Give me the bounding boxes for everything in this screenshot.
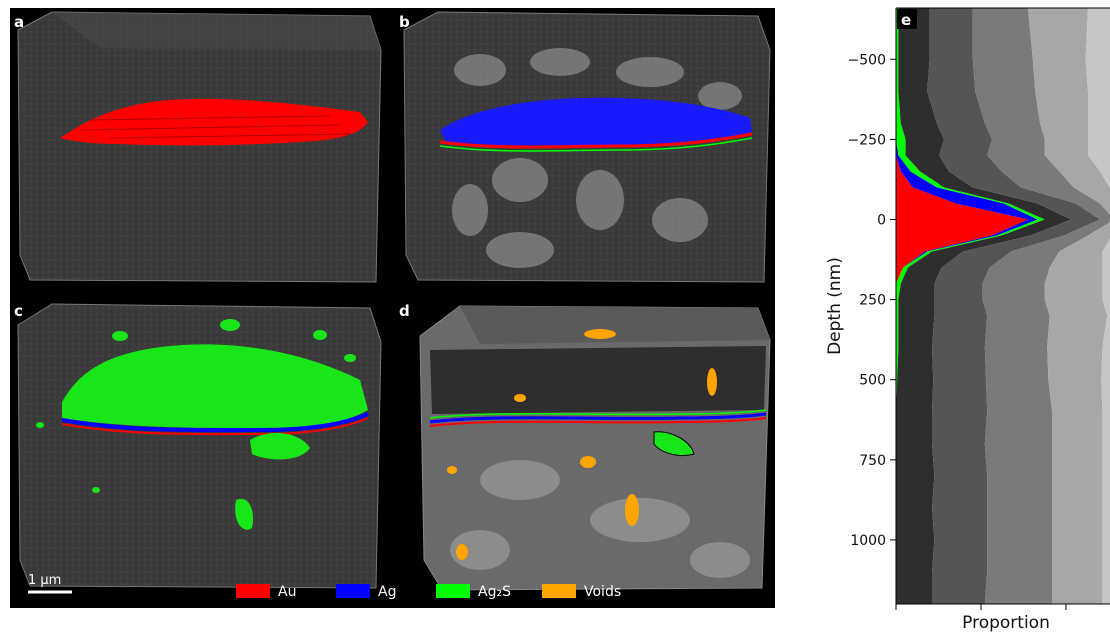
y-axis-label: Depth (nm): [825, 257, 845, 355]
panel-c-ag2s-layer: [62, 344, 368, 429]
panel-e: e −500 −250 0 250 500 750 1000 Depth (nm) Prop…: [825, 7, 1110, 633]
legend-label-3: Voids: [584, 584, 621, 600]
legend-label-1: Ag: [378, 584, 396, 600]
panel-d-ag2s-grain: [653, 431, 695, 457]
panel-a-top-face: [52, 12, 381, 50]
panel-c: c 1 µm: [14, 302, 382, 594]
profile-area-6: [1028, 8, 1110, 604]
panel-a-block: [17, 11, 382, 283]
panel-a-label: a: [14, 13, 24, 31]
panel-c-ag-line: [61, 412, 369, 433]
panel-b-grey-blobs: [452, 48, 742, 268]
panel-c-label: c: [14, 302, 23, 320]
panel-d-ag-line: [429, 412, 767, 424]
scalebar-label: 1 µm: [28, 573, 61, 588]
legend-label-2: Ag₂S: [478, 584, 511, 600]
profile-area-4: [927, 8, 1100, 604]
panel-a: a: [14, 11, 382, 283]
panel-b-ag2s-line: [439, 137, 753, 152]
panel-b-ag-layer: [440, 97, 752, 147]
legend-swatch-0: [236, 584, 270, 598]
panel-d-top-face: [460, 306, 770, 344]
legend-label-0: Au: [278, 584, 296, 600]
y-tick-label-3: 250: [859, 293, 886, 309]
legend-swatch-2: [436, 584, 470, 598]
profile-area-5: [972, 8, 1110, 604]
panel-d-ag2s-line: [429, 409, 767, 419]
panel-d-upper-band: [430, 346, 766, 414]
panel-c-ag2s-grain-lower: [235, 498, 254, 530]
profile-area-7: [1085, 8, 1110, 604]
panel-d-grains: [450, 460, 750, 578]
panel-a-au-layer: [60, 98, 368, 146]
legend: Au Ag Ag₂S Voids: [236, 584, 621, 600]
panel-e-label-box: [897, 9, 917, 29]
panel-b: b: [399, 11, 771, 283]
panel-d-label: d: [399, 302, 410, 320]
panel-a-au-texture: [79, 115, 351, 139]
y-tick-label-6: 1000: [850, 533, 886, 549]
x-axis-label: Proportion: [962, 613, 1050, 633]
y-tick-label-0: −500: [848, 52, 886, 68]
y-tick-label-4: 500: [859, 373, 886, 389]
legend-swatch-1: [336, 584, 370, 598]
panel-d-voids: [447, 329, 717, 560]
y-tick-label-2: 0: [877, 212, 886, 228]
panel-c-ag2s-grain: [250, 433, 310, 460]
y-tick-label-5: 750: [859, 453, 886, 469]
panel-c-ag2s-specks: [36, 319, 356, 493]
profile-area-3: [896, 8, 1072, 604]
panel-d: d: [399, 302, 771, 591]
y-tick-label-1: −250: [848, 132, 886, 148]
panel-b-au-line: [439, 132, 753, 149]
panel-d-au-line: [429, 417, 767, 427]
panel-c-au-line: [61, 417, 369, 436]
legend-swatch-3: [542, 584, 576, 598]
panel-e-label: e: [901, 11, 911, 29]
panel-b-label: b: [399, 13, 410, 31]
